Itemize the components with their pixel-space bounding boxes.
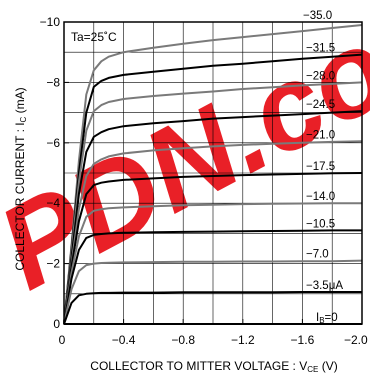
curve-labels: −35.0 −31.5 −28.0 −24.5 −21.0 −17.5 −14.0 −10.5… [303, 10, 343, 292]
series-line-0 [63, 24, 363, 325]
annotation-ta: Ta=25˚C [71, 30, 117, 44]
y-tick-label: −10 [40, 15, 61, 29]
ib-zero-sub: B [319, 316, 324, 325]
ib-zero-label: IB=0 [316, 312, 338, 325]
y-tick-label: −6 [46, 136, 60, 150]
x-tick-label: −0.4 [112, 333, 136, 347]
y-title-unit: (mA) [13, 87, 27, 116]
x-title-main: COLLECTOR TO MITTER VOLTAGE : V [90, 359, 307, 373]
x-axis-title: COLLECTOR TO MITTER VOLTAGE : VCE (V) [90, 359, 337, 374]
series-line-7 [63, 229, 362, 325]
series-line-8 [63, 259, 363, 325]
series-curves [63, 24, 363, 325]
series-line-3 [63, 110, 363, 325]
curve-label-2: −28.0 [306, 70, 335, 82]
y-axis-title: COLLECTOR CURRENT : IC (mA) [13, 87, 28, 270]
y-tick-label: 0 [53, 317, 60, 331]
series-line-6 [63, 202, 362, 325]
axis-ticks: 0 −0.4 −0.8 −1.2 −1.6 −2.0 0 −2 −4 −6 −8 −10 [40, 15, 368, 347]
y-tick-label: −8 [46, 75, 60, 89]
x-tick-label: −1.6 [291, 333, 315, 347]
y-tick-label: −2 [46, 257, 60, 271]
ib-zero-val: =0 [325, 312, 338, 324]
curve-label-5: −17.5 [306, 161, 335, 173]
x-title-unit: (V) [318, 359, 337, 373]
curve-label-9: −3.5μA [306, 280, 343, 292]
curve-label-0: −35.0 [303, 10, 332, 22]
curve-label-1: −31.5 [306, 43, 335, 55]
x-tick-label: −1.2 [231, 333, 255, 347]
curve-label-8: −7.0 [306, 249, 329, 261]
x-tick-label: −0.8 [171, 333, 195, 347]
plot-frame [63, 21, 363, 325]
x-tick-label: −2.0 [344, 333, 368, 347]
curve-label-3: −24.5 [306, 99, 335, 111]
series-line-4 [63, 140, 363, 325]
series-line-9 [63, 291, 362, 325]
series-line-2 [63, 81, 363, 325]
series-line-5 [63, 172, 363, 325]
x-title-sub: CE [307, 365, 318, 374]
y-title-sub: C [19, 116, 28, 122]
y-tick-label: −4 [46, 196, 60, 210]
curve-label-4: −21.0 [306, 129, 335, 141]
ib-zero-main: I [316, 312, 319, 324]
y-title-main: COLLECTOR CURRENT : I [13, 122, 27, 270]
x-tick-label: 0 [59, 333, 66, 347]
curve-label-7: −10.5 [306, 218, 335, 230]
curve-label-6: −14.0 [306, 191, 335, 203]
series-line-1 [63, 53, 363, 325]
